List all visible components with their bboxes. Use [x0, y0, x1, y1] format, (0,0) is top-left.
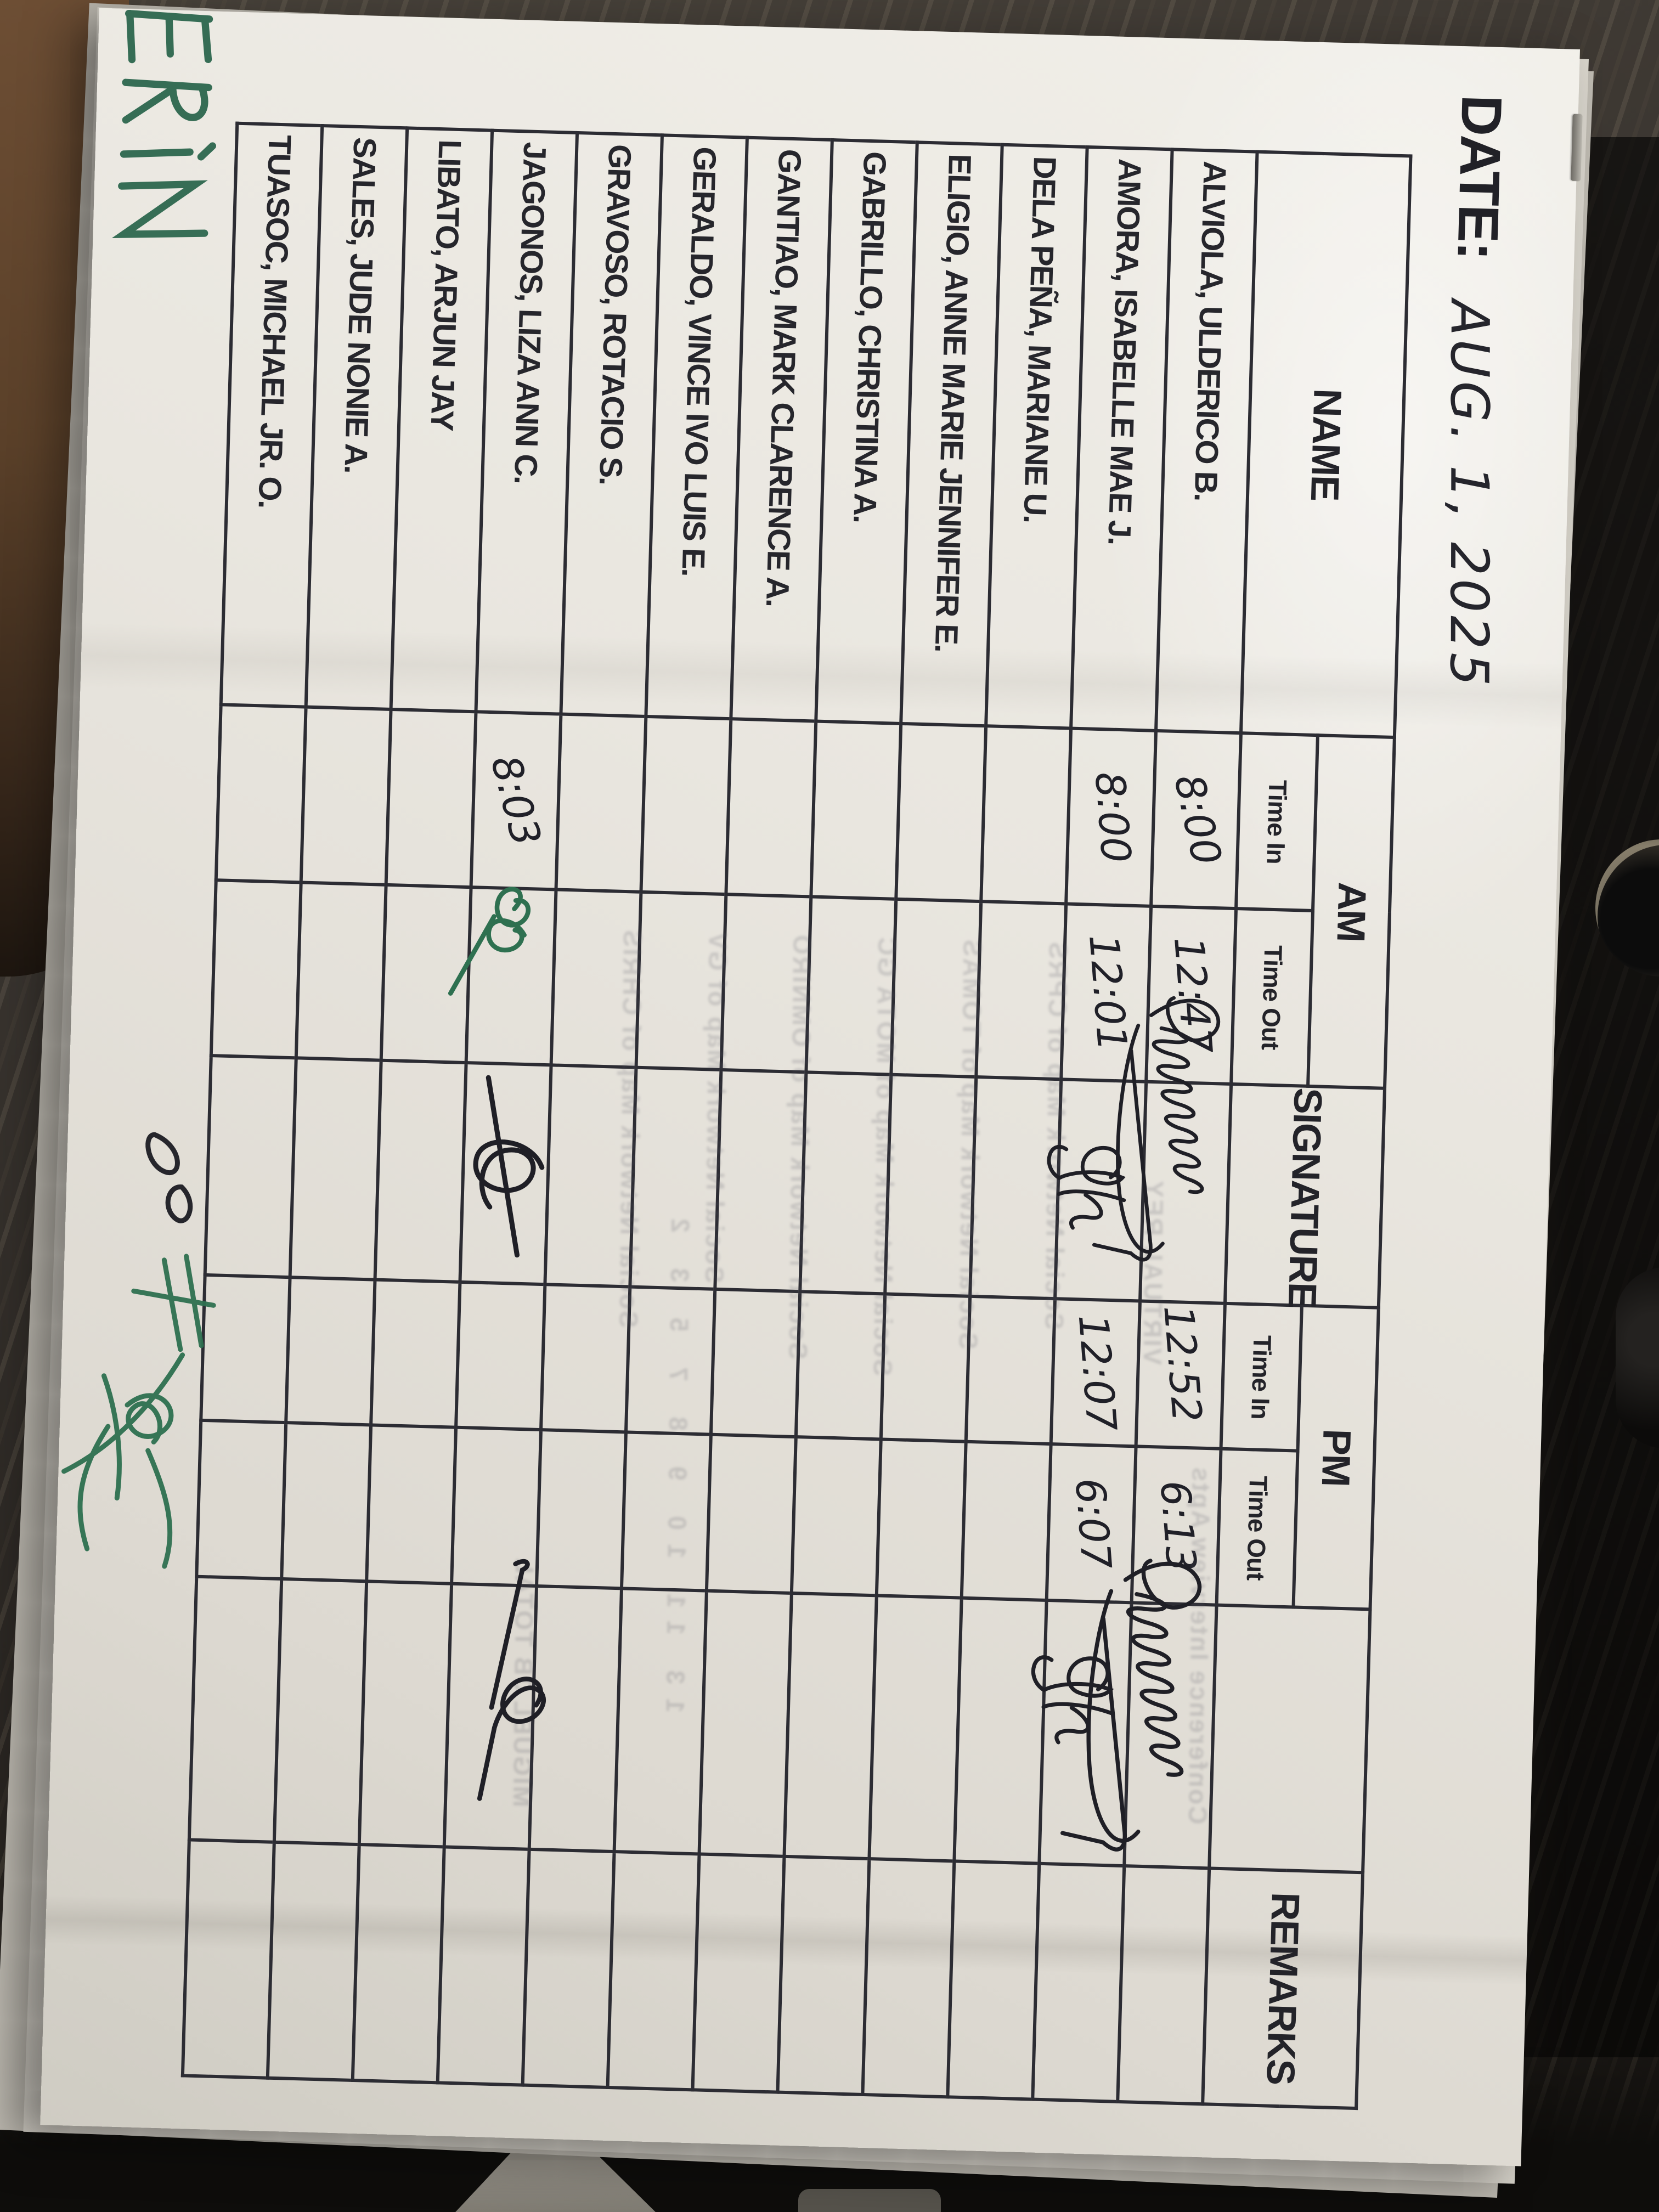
date-row: DATE: AUG. 1, 2025: [1432, 94, 1514, 690]
bleedthrough-text: Social Network Map of MOTA GC: [868, 935, 902, 1376]
student-name: DELA PEÑA, MARIANE U.: [1017, 155, 1063, 523]
student-name: ELIGIO, ANNE MARIE JENNIFER E.: [928, 153, 978, 652]
student-name: ALVIOLA, ULDERICO B.: [1188, 160, 1233, 501]
header-am: AM: [1308, 735, 1395, 1088]
header-name: NAME: [1240, 151, 1411, 738]
header-remarks: REMARKS: [1203, 1868, 1363, 2109]
student-name: AMORA, ISABELLE MAE J.: [1101, 158, 1148, 545]
bleedthrough-numbers: 13 11 10 9 8 7 5 3 2: [661, 1204, 695, 1713]
bleedthrough-text: Social Network Map of TOMAS: [953, 938, 987, 1350]
student-name: GERALDO, VINCE IVO LUIS E.: [675, 146, 723, 577]
attendance-rows: ALVIOLA, ULDERICO B. 8:00 12:47 12:52 6:…: [182, 123, 1257, 2104]
student-name: LIBATO, ARJUN JAY: [424, 139, 468, 431]
student-name: JAGONOS, LIZA ANN C.: [507, 141, 553, 484]
green-marker-scribble: [448, 887, 531, 996]
bleedthrough-text: Social Network Map of GV: [700, 930, 732, 1284]
pm-time-in-handwritten: 12:07: [1069, 1312, 1126, 1433]
signature-gab: [1031, 1655, 1114, 1745]
am-time-in-handwritten: 8:00: [1086, 770, 1140, 865]
header-am-time-out: Time Out: [1231, 909, 1313, 1086]
attendance-table: NAME AM SIGNATURE PM REMARKS Time In Tim…: [181, 122, 1413, 2111]
gray-object-bottom-small: [798, 2189, 941, 2212]
student-name: TUASOC, MICHAEL JR. O.: [252, 134, 298, 509]
erin-marker-note: [111, 9, 217, 239]
bleedthrough-text: Social Network Map of CHRIS: [614, 928, 647, 1328]
date-handwritten-value: AUG. 1, 2025: [1438, 300, 1500, 690]
signature-x-scribble: [473, 1075, 545, 1258]
header-signature-pm: [1209, 1605, 1370, 1873]
signature-loop-scrawl: [1092, 996, 1221, 1262]
header-am-time-in: Time In: [1236, 733, 1318, 911]
student-name: GRAVOSO, ROTACIO S.: [592, 144, 638, 486]
header-pm-time-in: Time In: [1221, 1303, 1302, 1451]
dark-object-right-edge: [1616, 1267, 1659, 1448]
student-name: GANTIAO, MARK CLARENCE A.: [759, 148, 808, 607]
margin-doodles: [61, 1132, 216, 1569]
table-row: ALVIOLA, ULDERICO B. 8:00 12:47 12:52 6:…: [1060, 149, 1257, 2104]
bleedthrough-text: Social Network Map of OMNIRO: [783, 933, 817, 1359]
signature-loop-scrawl: [1060, 1559, 1202, 1852]
student-name: SALES, JUDE NONIE A.: [337, 137, 383, 473]
header-pm: PM: [1293, 1305, 1379, 1610]
attendance-sheet-paper: Social Network Map of CPRS Social Networ…: [40, 8, 1583, 2166]
signature-gab: [1047, 1144, 1126, 1230]
table-row: JAGONOS, LIZA ANN C. 8:03: [437, 130, 578, 2085]
table-row: AMORA, ISABELLE MAE J. 8:00 12:01 12:07 …: [1031, 146, 1172, 2102]
header-signature-am: SIGNATURE: [1224, 1084, 1385, 1308]
signature-arrow-scrawl: [477, 1559, 546, 1801]
date-label: DATE:: [1445, 94, 1514, 261]
header-pm-time-out: Time Out: [1216, 1448, 1298, 1607]
student-name: GABRILLO, CHRISTINA A.: [847, 151, 893, 523]
staple: [1571, 114, 1583, 182]
